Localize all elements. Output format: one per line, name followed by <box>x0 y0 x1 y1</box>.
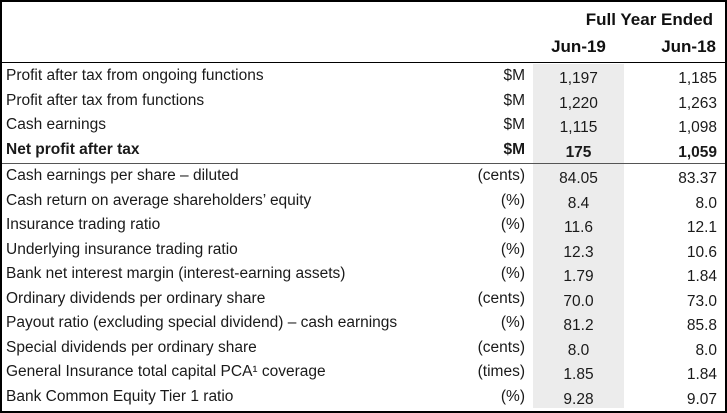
table-row: Ordinary dividends per ordinary share (ce… <box>2 287 725 311</box>
value-jun19: 1.79 <box>563 268 594 285</box>
row-unit: $M <box>503 116 525 133</box>
table-row: General Insurance total capital PCA¹ cov… <box>2 360 725 384</box>
section-divider <box>2 163 725 164</box>
row-label: Profit after tax from functions <box>6 91 205 109</box>
table-row: Bank net interest margin (interest-earni… <box>2 262 725 286</box>
column-header-jun19: Jun-19 <box>551 37 606 56</box>
table-row: Cash earnings $M 1,115 1,098 <box>2 113 725 137</box>
value-jun18: 1,263 <box>678 94 717 112</box>
value-jun19: 12.3 <box>563 243 594 261</box>
table-row: Underlying insurance trading ratio (%) 12.… <box>2 238 725 262</box>
row-label: Profit after tax from ongoing functions <box>6 67 264 84</box>
value-jun19: 70.0 <box>563 292 594 310</box>
value-jun18: 1,185 <box>678 70 717 87</box>
table-row: Profit after tax from ongoing functions $… <box>2 64 725 88</box>
value-jun19: 1,197 <box>559 70 598 87</box>
value-jun19: 8.0 <box>567 341 590 359</box>
row-unit: (%) <box>500 240 525 258</box>
table-row: Net profit after tax $M 175 1,059 <box>2 138 725 162</box>
row-label: Payout ratio (excluding special dividend… <box>6 314 398 331</box>
value-jun18: 1.84 <box>686 268 717 285</box>
value-jun19: 1,220 <box>559 94 598 112</box>
column-header-jun18: Jun-18 <box>661 37 716 56</box>
row-unit: (cents) <box>477 167 525 184</box>
row-label: Bank Common Equity Tier 1 ratio <box>6 387 234 405</box>
jun19-column-highlight <box>533 64 624 408</box>
row-unit: (%) <box>500 387 525 405</box>
value-jun18: 8.0 <box>695 194 717 212</box>
row-label: Special dividends per ordinary share <box>6 338 257 356</box>
row-label: Net profit after tax <box>6 140 140 158</box>
row-label: Cash earnings per share – diluted <box>6 167 239 184</box>
value-jun18: 10.6 <box>686 243 717 261</box>
value-jun18: 12.1 <box>686 219 717 236</box>
value-jun18: 85.8 <box>686 317 717 334</box>
value-jun18: 9.07 <box>686 390 717 408</box>
table-row: Bank Common Equity Tier 1 ratio (%) 9.28 9.… <box>2 385 725 409</box>
row-unit: (%) <box>500 191 525 209</box>
period-heading: Full Year Ended <box>585 10 713 29</box>
value-jun18: 1,059 <box>678 143 717 161</box>
table-row: Payout ratio (excluding special dividend… <box>2 311 725 335</box>
value-jun18: 83.37 <box>678 170 717 187</box>
row-unit: (cents) <box>477 338 525 356</box>
row-label: Bank net interest margin (interest-earni… <box>6 265 346 282</box>
value-jun18: 8.0 <box>695 341 717 359</box>
value-jun19: 8.4 <box>567 194 590 212</box>
row-label: General Insurance total capital PCA¹ cov… <box>6 363 326 380</box>
value-jun19: 1,115 <box>559 119 598 136</box>
row-label: Cash earnings <box>6 116 106 133</box>
table-row: Cash earnings per share – diluted (cents)… <box>2 164 725 188</box>
row-unit: (%) <box>500 216 525 233</box>
row-unit: $M <box>503 140 525 158</box>
table-row: Special dividends per ordinary share (cen… <box>2 336 725 360</box>
row-label: Underlying insurance trading ratio <box>6 240 238 258</box>
value-jun19: 175 <box>565 143 592 161</box>
value-jun19: 9.28 <box>563 390 594 408</box>
header-divider <box>2 62 725 63</box>
row-unit: (times) <box>477 363 525 380</box>
value-jun18: 1.84 <box>686 366 717 383</box>
row-unit: (cents) <box>477 289 525 307</box>
value-jun18: 73.0 <box>686 292 717 310</box>
table-row: Insurance trading ratio (%) 11.6 12.1 <box>2 213 725 237</box>
row-unit: $M <box>503 67 525 84</box>
row-label: Ordinary dividends per ordinary share <box>6 289 266 307</box>
row-unit: $M <box>503 91 525 109</box>
row-unit: (%) <box>500 314 525 331</box>
row-unit: (%) <box>500 265 525 282</box>
value-jun19: 81.2 <box>563 317 594 334</box>
table-row: Cash return on average shareholders’ equ… <box>2 189 725 213</box>
table-row: Profit after tax from functions $M 1,220 1,… <box>2 89 725 113</box>
row-label: Cash return on average shareholders’ equ… <box>6 191 312 209</box>
value-jun18: 1,098 <box>678 119 717 136</box>
value-jun19: 11.6 <box>563 219 594 236</box>
row-label: Insurance trading ratio <box>6 216 161 233</box>
value-jun19: 84.05 <box>559 170 598 187</box>
value-jun19: 1.85 <box>563 366 594 383</box>
